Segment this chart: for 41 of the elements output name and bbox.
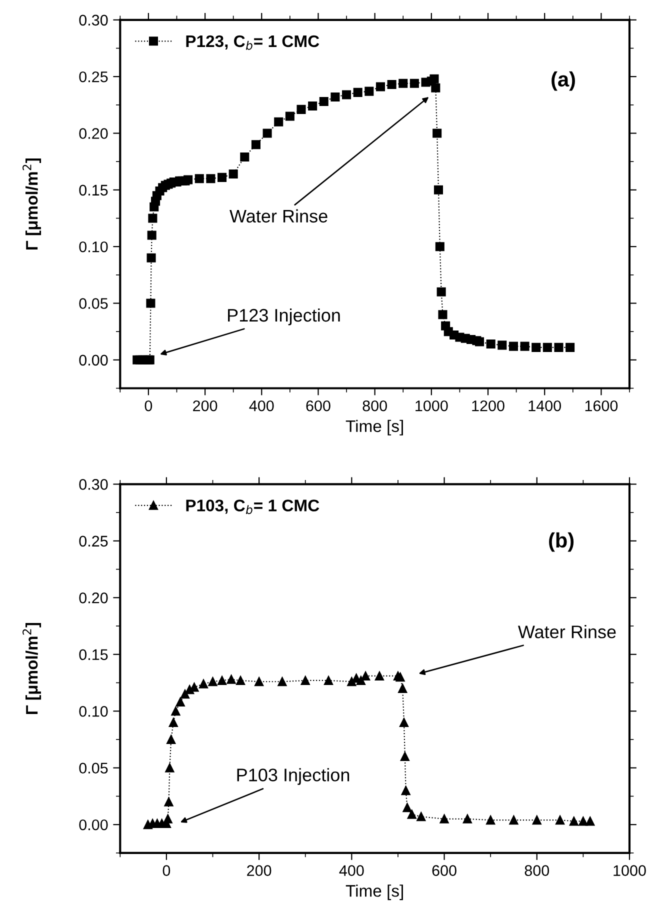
y-tick-label: 0.30 [79,14,108,26]
y-tick-label: 0.25 [79,536,108,547]
x-tick-label: 1200 [472,400,504,412]
y-tick-label: 0.10 [79,706,108,717]
x-tick-label: 800 [362,400,387,412]
y-tick-label: 0.05 [79,762,108,774]
x-tick-label: 1400 [528,400,561,412]
annotation: P103 Injection [237,768,350,785]
legend-label: P103, C$_{b}$= 1 CMC [186,500,320,514]
x-tick-label: 1000 [416,400,448,412]
y-tick-label: 0.05 [79,298,108,309]
x-tick-label: 400 [339,865,364,876]
x-tick-label: 200 [193,400,218,412]
y-axis-title: Γ [μmol/m$^{2}$] [22,623,42,714]
x-tick-label: 800 [524,865,550,876]
y-tick-label: 0.00 [79,354,108,366]
y-tick-label: 0.15 [79,649,108,660]
legend-label: P123, C$_{b}$= 1 CMC [186,35,320,50]
x-tick-label: 600 [306,400,330,412]
y-axis-title: Γ [μmol/m$^{2}$] [22,158,42,250]
y-tick-label: 0.20 [79,128,108,139]
x-tick-label: 600 [432,865,456,876]
x-axis-title: Time [s] [346,884,403,900]
annotation: P123 Injection [228,308,340,326]
y-tick-label: 0.15 [79,184,108,196]
x-tick-label: 1000 [614,865,646,876]
y-tick-label: 0.00 [79,819,108,830]
annotation: Water Rinse [518,625,616,638]
x-tick-label: 0 [162,865,170,876]
y-tick-label: 0.25 [79,71,108,82]
x-tick-label: 0 [144,400,152,412]
annotation: (b) [549,532,574,552]
y-tick-label: 0.20 [79,592,108,604]
x-tick-label: 200 [247,865,272,876]
annotation: Water Rinse [230,209,328,223]
x-tick-label: 400 [249,400,274,412]
y-tick-label: 0.10 [79,241,108,252]
annotation: (a) [552,71,575,91]
x-axis-title: Time [s] [346,420,403,436]
y-tick-label: 0.30 [79,479,108,490]
x-tick-label: 1600 [585,400,618,412]
